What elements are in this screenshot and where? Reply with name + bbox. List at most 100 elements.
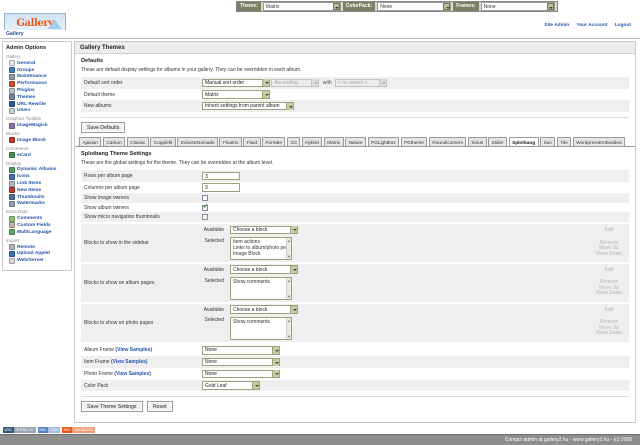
badge-w3c[interactable]: W3C CSS (37, 427, 61, 433)
list-item[interactable]: Show comments (233, 279, 270, 286)
sidebar-item-performance[interactable]: Performance (5, 80, 69, 87)
show-image-owners-checkbox[interactable] (202, 195, 208, 202)
sidebar-item-users[interactable]: Users (5, 107, 69, 114)
rows-per-page-input[interactable]: 3 (202, 171, 240, 181)
sidebar-item-new-items[interactable]: New Items (5, 187, 69, 194)
sidebar-item-remote[interactable]: Remote (5, 244, 69, 251)
sidebar-item-multilanguage[interactable]: MultiLanguage (5, 229, 69, 236)
album-frame-select[interactable]: None (202, 346, 280, 355)
album-frame-samples-link[interactable]: (View Samples) (115, 347, 152, 354)
scroll-up-icon[interactable]: ▲ (287, 318, 291, 324)
sidebar-item-custom-fields[interactable]: Custom Fields (5, 222, 69, 229)
blocks-to-show-on-photo-pages-available-select[interactable]: Choose a block (230, 305, 298, 314)
default-sort-order-select[interactable]: Manual sort order (202, 78, 270, 88)
link-logout[interactable]: Logout (614, 23, 631, 28)
tab-g3[interactable]: G3 (286, 137, 301, 147)
badge-w3c[interactable]: W3C XHTML 1.0 (3, 427, 36, 433)
sidebar-item-watermarks[interactable]: Watermarks (5, 200, 69, 208)
blocks-to-show-on-photo-pages-move-up-button[interactable]: Move Up (598, 324, 619, 331)
blocks-to-show-on-photo-pages-remove-button[interactable]: Remove (599, 319, 619, 326)
link-your-account[interactable]: Your Account (576, 23, 608, 28)
sidebar-item-upload-applet[interactable]: Upload Applet (5, 250, 69, 257)
sort-direction-select[interactable]: Ascending (271, 78, 320, 88)
tab-pgtheme[interactable]: PGtheme (400, 137, 428, 147)
blocks-to-show-on-album-pages-add-button[interactable]: Add (589, 263, 629, 276)
columns-per-page-input[interactable]: 3 (202, 183, 240, 192)
tab-carbon[interactable]: Carbon (102, 137, 126, 147)
tab-nature[interactable]: Nature (345, 137, 367, 147)
save-theme-settings-button[interactable]: Save Theme Settings (81, 401, 143, 413)
tab-sirius[interactable]: Sirius (467, 137, 487, 147)
save-defaults-button[interactable]: Save Defaults (81, 122, 126, 134)
list-item[interactable]: Image Block (233, 251, 261, 258)
sidebar-item-image-block[interactable]: Image Block (5, 137, 69, 144)
theme-select[interactable]: Matrix (262, 2, 341, 11)
blocks-to-show-on-album-pages-selected-list[interactable]: Show comments ▲ ▼ (230, 277, 292, 301)
tab-eclecticnomads[interactable]: EclecticNomads (177, 137, 218, 147)
item-frame-select[interactable]: None (202, 357, 280, 367)
color-pack-select[interactable]: Gold Leaf (202, 381, 260, 390)
blocks-to-show-in-the-sidebar-remove-button[interactable]: Remove (599, 239, 619, 246)
blocks-to-show-in-the-sidebar-available-select[interactable]: Choose a block (230, 225, 298, 235)
link-site-admin[interactable]: Site Admin (544, 23, 570, 28)
tab-classic[interactable]: Classic (126, 137, 149, 147)
sidebar-item-url-rewrite[interactable]: URL Rewrite (5, 101, 69, 108)
sidebar-item-imagemagick[interactable]: ImageMagick (5, 122, 69, 129)
blocks-to-show-on-album-pages-available-select[interactable]: Choose a block (230, 265, 298, 274)
scroll-down-icon[interactable]: ▼ (287, 294, 291, 300)
sidebar-item-comments[interactable]: Comments (5, 215, 69, 222)
tab-slider[interactable]: Slider (488, 137, 508, 147)
sidebar-item-icons[interactable]: Icons (5, 173, 69, 180)
tab-sun[interactable]: Sun (540, 137, 556, 147)
listbox-scrollbar[interactable]: ▲ ▼ (286, 238, 291, 260)
tab-wordpressembedded[interactable]: WordpressEmbedded (572, 137, 626, 147)
show-micro-nav-checkbox[interactable] (202, 214, 208, 221)
sidebar-item-themes[interactable]: Themes (5, 94, 69, 101)
list-item[interactable]: Show comments (233, 319, 270, 326)
blocks-to-show-on-photo-pages-move-down-button[interactable]: Move Down (595, 330, 623, 337)
tab-forsale[interactable]: ForSale (262, 137, 286, 147)
tab-roundcorners[interactable]: RoundCorners (428, 137, 467, 147)
sidebar-item-general[interactable]: General (5, 60, 69, 67)
sort-preset-select[interactable]: < no preset > (335, 78, 388, 88)
tab-tile[interactable]: Tile (556, 137, 572, 147)
colorpack-select[interactable]: None (377, 2, 452, 11)
tab-fluid[interactable]: Fluid (243, 137, 261, 147)
tab-splotbang[interactable]: Splotbang (508, 137, 539, 147)
blocks-to-show-in-the-sidebar-selected-list[interactable]: Item actions Links to album/photo peers Im… (230, 237, 292, 261)
blocks-to-show-in-the-sidebar-move-down-button[interactable]: Move Down (595, 250, 623, 257)
show-album-owners-checkbox[interactable] (202, 203, 208, 211)
scroll-down-icon[interactable]: ▼ (287, 334, 291, 340)
item-frame-samples-link[interactable]: (View Samples) (110, 359, 148, 366)
scroll-up-icon[interactable]: ▲ (287, 278, 291, 284)
list-item[interactable]: Item actions (233, 239, 260, 246)
listbox-scrollbar[interactable]: ▲ ▼ (286, 318, 291, 340)
tab-pglightbox[interactable]: PGLightbox (367, 137, 400, 147)
photo-frame-samples-link[interactable]: (View Samples) (114, 370, 151, 377)
frames-select[interactable]: None (480, 2, 555, 11)
sidebar-item-thumbnails[interactable]: Thumbnails (5, 194, 69, 201)
sidebar-item-groups[interactable]: Groups (5, 67, 69, 74)
sidebar-item-maintenance[interactable]: Maintenance (5, 73, 69, 81)
sidebar-item-link-items[interactable]: Link Items (5, 180, 69, 187)
sidebar-item-web-server[interactable]: Web/Server (5, 257, 69, 264)
tab-floatrix[interactable]: Floatrix (219, 137, 242, 147)
sidebar-item-ecard[interactable]: eCard (5, 152, 69, 159)
badge-rss[interactable]: RSS VALIDATED (62, 427, 96, 433)
blocks-to-show-on-photo-pages-add-button[interactable]: Add (589, 303, 629, 316)
breadcrumb-gallery[interactable]: Gallery (6, 31, 24, 37)
default-theme-select[interactable]: Matrix (202, 90, 270, 99)
scroll-up-icon[interactable]: ▲ (287, 238, 291, 244)
blocks-to-show-on-photo-pages-selected-list[interactable]: Show comments ▲ ▼ (230, 317, 292, 341)
scroll-down-icon[interactable]: ▼ (287, 254, 291, 260)
tab-ajaxian[interactable]: Ajaxian (79, 137, 102, 147)
photo-frame-select[interactable]: None (202, 369, 280, 379)
tab-hybrid[interactable]: Hybrid (301, 137, 323, 147)
tab-matrix[interactable]: Matrix (323, 137, 344, 147)
list-item[interactable]: Links to album/photo peers (233, 245, 292, 252)
tab-copplefit[interactable]: Copplefit (150, 137, 176, 147)
blocks-to-show-in-the-sidebar-move-up-button[interactable]: Move Up (598, 245, 619, 252)
new-albums-select[interactable]: Inherit settings from parent album (202, 101, 294, 111)
reset-button[interactable]: Reset (146, 401, 173, 413)
blocks-to-show-in-the-sidebar-add-button[interactable]: Add (589, 223, 629, 236)
